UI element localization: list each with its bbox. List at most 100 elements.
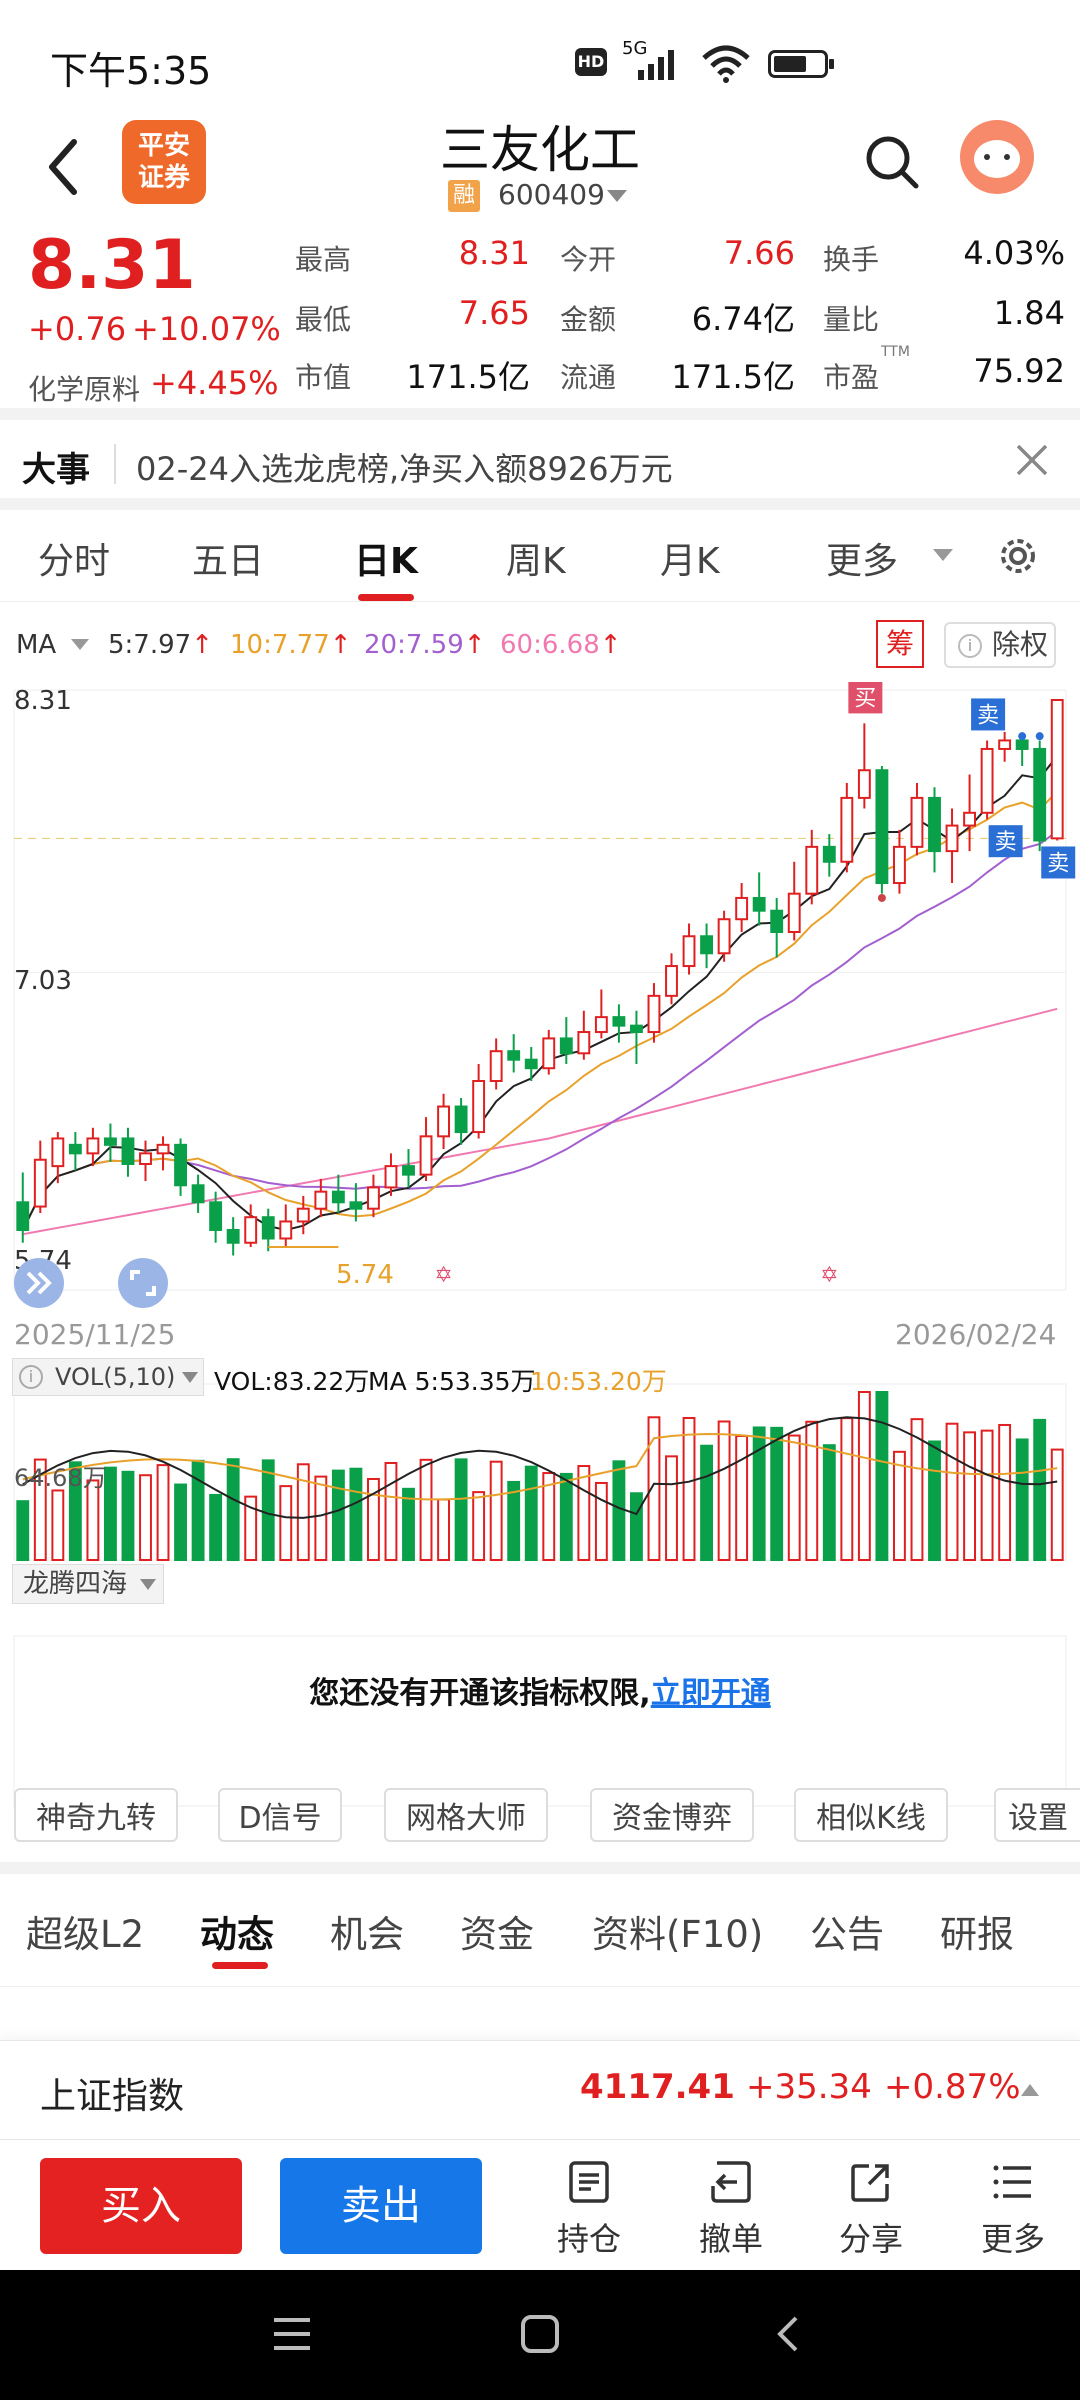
candle (892, 845, 906, 885)
signal-icon (638, 50, 674, 80)
expand-left-button[interactable] (14, 1258, 64, 1308)
ma-label[interactable]: MA (16, 630, 57, 660)
tab-f10[interactable]: 资料(F10) (592, 1913, 764, 1956)
ttm-label: TTM (881, 344, 910, 360)
gear-icon[interactable] (996, 534, 1040, 578)
chip-shenqi-jiuzhuan[interactable]: 神奇九转 (14, 1788, 178, 1842)
news-bar[interactable]: 大事 02-24入选龙虎榜,净买入额8926万元 (0, 420, 1080, 510)
activate-link[interactable]: 立即开通 (650, 1676, 771, 1711)
start-date: 2025/11/25 (14, 1318, 176, 1351)
sell-marker: 卖 (995, 829, 1017, 854)
vol-selector[interactable]: VOL(5,10) i (12, 1358, 204, 1396)
sector-name[interactable]: 化学原料 (28, 373, 141, 406)
sell-marker-bg (1041, 846, 1076, 879)
candle (366, 1186, 380, 1210)
candle (840, 796, 854, 863)
tab-fenshi[interactable]: 分时 (38, 541, 111, 582)
broker-logo[interactable]: 平安 证券 (122, 120, 206, 204)
tab-monthly-k[interactable]: 月K (660, 541, 720, 582)
tab-funds[interactable]: 资金 (460, 1913, 534, 1956)
close-icon[interactable] (1012, 440, 1052, 480)
volume-bar (629, 1492, 643, 1562)
home-icon[interactable] (518, 2312, 562, 2356)
chip-settings[interactable]: 设置 (994, 1788, 1080, 1842)
stat-value: 7.65 (458, 294, 530, 332)
cancel-order-button[interactable]: 撤单 (686, 2160, 776, 2260)
ma20-text: 20:7.59 (364, 630, 464, 660)
buy-marker-bg (848, 682, 883, 714)
tab-wuri[interactable]: 五日 (192, 541, 265, 582)
tab-weekly-k[interactable]: 周K (506, 541, 566, 582)
volume-bar (752, 1426, 766, 1562)
candle (349, 1201, 363, 1210)
stat-value: 1.84 (993, 294, 1065, 332)
active-tab-indicator (212, 1962, 268, 1969)
index-ticker[interactable]: 上证指数 4117.41 +35.34 +0.87% (0, 2040, 1080, 2140)
menu-icon (993, 2165, 1031, 2199)
fullscreen-button[interactable] (118, 1258, 168, 1308)
candle (559, 1037, 573, 1055)
buy-button[interactable]: 买入 (40, 2158, 242, 2254)
volume-bar (682, 1417, 696, 1562)
index-value: 4117.41 (580, 2067, 735, 2107)
min-price-label: 5.74 (336, 1260, 394, 1290)
stock-code[interactable]: 600409 (498, 178, 605, 211)
tab-opportunity[interactable]: 机会 (330, 1913, 404, 1956)
system-nav-bar (0, 2270, 1080, 2400)
volume-bar (998, 1423, 1012, 1561)
tab-daily-k[interactable]: 日K (354, 541, 418, 582)
position-button[interactable]: 持仓 (544, 2160, 634, 2260)
volume-bar (857, 1391, 871, 1561)
back-nav-icon[interactable] (772, 2312, 802, 2356)
position-label: 持仓 (556, 2220, 621, 2258)
volume-bar (349, 1467, 363, 1561)
volume-bar (875, 1391, 889, 1561)
wifi-icon (702, 45, 750, 83)
tab-dynamics[interactable]: 动态 (200, 1913, 274, 1956)
volume-bar (331, 1469, 345, 1561)
indicator-selector[interactable]: 龙腾四海 (12, 1564, 164, 1604)
stat-label: 市盈 (823, 361, 880, 394)
chevron-down-icon[interactable] (605, 188, 629, 206)
recents-icon[interactable] (270, 2314, 314, 2354)
chip-grid-master[interactable]: 网格大师 (384, 1788, 548, 1842)
chip-d-signal[interactable]: D信号 (218, 1788, 342, 1842)
volume-bar (1033, 1418, 1047, 1562)
chip-distribution-button[interactable]: 筹 (876, 620, 924, 668)
search-icon[interactable] (862, 132, 922, 192)
news-tag: 大事 (22, 450, 90, 490)
share-button[interactable]: 分享 (826, 2160, 916, 2260)
volume-bar (770, 1426, 784, 1562)
candle (121, 1137, 135, 1165)
back-icon[interactable] (42, 132, 82, 202)
stat-label: 最低 (295, 303, 352, 336)
candle (857, 769, 871, 799)
tab-announcement[interactable]: 公告 (810, 1913, 884, 1956)
tab-more[interactable]: 更多 (826, 541, 899, 582)
chip-fund-game[interactable]: 资金博弈 (590, 1788, 754, 1842)
volume-bar (980, 1429, 994, 1561)
divider (0, 498, 1080, 510)
stat-value: 75.92 (973, 352, 1065, 390)
candle (980, 747, 994, 814)
tab-super-l2[interactable]: 超级L2 (26, 1913, 145, 1956)
volume-bar (296, 1463, 310, 1561)
chevron-down-icon[interactable] (932, 548, 954, 564)
chip-similar-k[interactable]: 相似K线 (794, 1788, 948, 1842)
chevron-down-icon[interactable] (70, 638, 90, 652)
quote-stats: 最高 8.31 今开 7.66 换手 4.03% 最低 7.65 金额 6.74亿 量比 1.84 市值… (295, 228, 1070, 406)
volume-bar (314, 1475, 328, 1561)
sell-button[interactable]: 卖出 (280, 2158, 482, 2254)
fullscreen-icon (130, 1270, 156, 1296)
tab-research[interactable]: 研报 (940, 1913, 1014, 1956)
avatar[interactable] (960, 120, 1034, 194)
volume-bar (244, 1495, 258, 1562)
status-bar: 下午5:35 HD 5G (0, 0, 1080, 110)
ex-rights-button[interactable]: 除权 i (944, 622, 1056, 668)
undo-icon (711, 2161, 751, 2203)
signal-dot (1035, 732, 1044, 741)
sector-change[interactable]: +4.45% (150, 364, 279, 402)
share-icon (851, 2164, 889, 2202)
more-button[interactable]: 更多 (968, 2160, 1058, 2260)
